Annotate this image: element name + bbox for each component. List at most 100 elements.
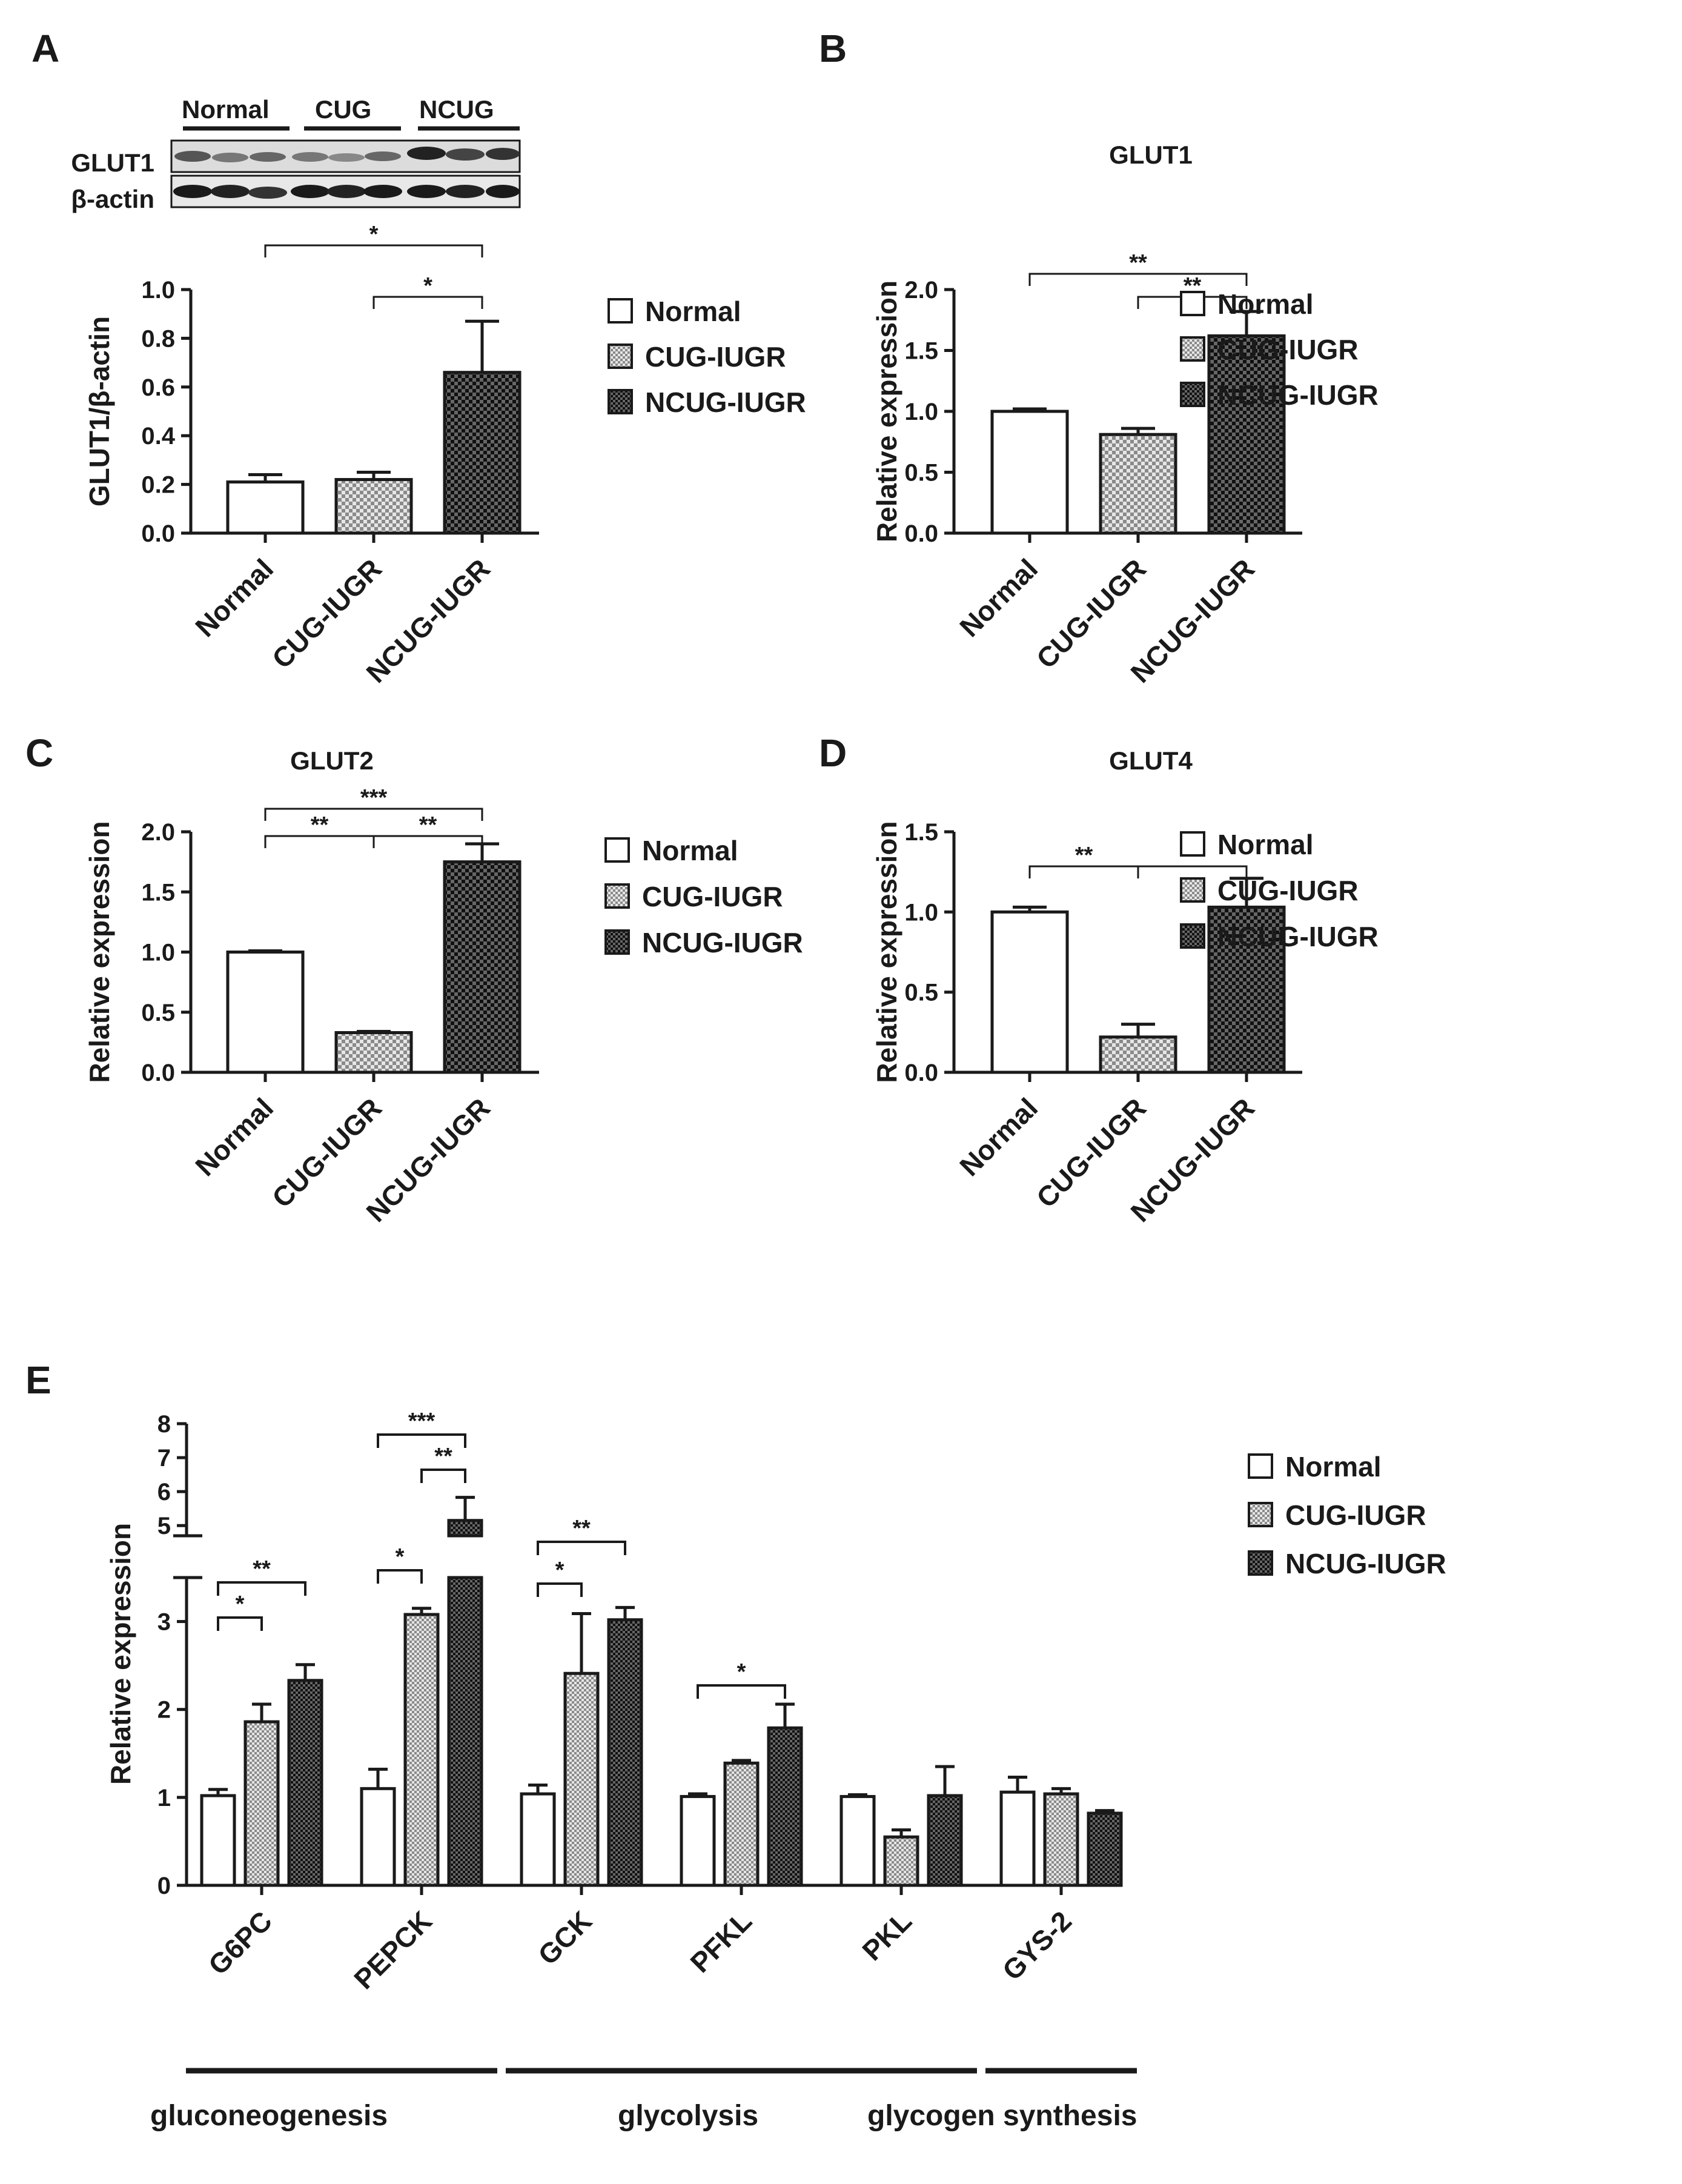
legend-swatch-normal — [608, 298, 633, 324]
y-axis-label: Relative expression — [871, 280, 902, 542]
significance-bracket — [264, 244, 483, 257]
significance-marker: ** — [419, 812, 437, 838]
bar-ncug-iugr — [607, 1618, 643, 1887]
x-tick-label: Normal — [189, 553, 279, 643]
bar-ncug-iugr — [443, 860, 521, 1074]
y-tick-label: 1.5 — [904, 819, 938, 846]
bar-cug-iugr — [1099, 1035, 1177, 1074]
bar-ncug-iugr — [443, 371, 521, 535]
legend-label-ncug-iugr: NCUG-IUGR — [1217, 921, 1379, 952]
y-axis-label: GLUT1/β-actin — [84, 316, 115, 506]
significance-bracket — [372, 296, 483, 309]
bar-ncug-iugr — [1207, 334, 1286, 535]
western-blot: Normal CUG NCUG GLUT1 β-actin — [71, 95, 521, 213]
legend-label-normal: Normal — [1217, 288, 1313, 320]
legend-label-ncug-iugr: NCUG-IUGR — [645, 387, 806, 418]
y-tick-label: 1.0 — [904, 399, 938, 425]
significance-bracket — [264, 808, 483, 821]
significance-marker: * — [369, 222, 379, 247]
panel-label-a: A — [31, 27, 59, 70]
significance-marker: * — [396, 1544, 405, 1570]
y-tick-label: 0.0 — [904, 520, 938, 547]
significance-marker: * — [423, 273, 432, 299]
pathway-label: gluconeogenesis — [150, 2100, 388, 2132]
bar-ncug-iugr — [1087, 1811, 1123, 1887]
bar-normal — [839, 1794, 876, 1887]
legend-swatch-normal — [1180, 291, 1205, 316]
significance-bracket — [1137, 865, 1248, 878]
legend-swatch-cug-iugr — [604, 883, 630, 909]
legend-label-cug-iugr: CUG-IUGR — [1217, 334, 1359, 365]
significance-bracket — [1028, 273, 1248, 286]
significance-bracket — [697, 1684, 786, 1699]
significance-bracket — [537, 1541, 626, 1555]
panel-label-d: D — [819, 731, 847, 775]
legend-swatch-cug-iugr — [1248, 1502, 1273, 1527]
y-tick-label: 0.5 — [904, 980, 938, 1006]
x-tick-label: Normal — [189, 1092, 279, 1182]
y-tick-label: 2 — [157, 1697, 171, 1724]
significance-marker: *** — [360, 785, 388, 811]
bar-ncug-iugr — [927, 1794, 963, 1887]
y-tick-label: 0.5 — [141, 1000, 175, 1026]
x-tick-label: GCK — [532, 1905, 598, 1971]
bar-cug-iugr — [334, 1031, 413, 1074]
significance-marker: * — [737, 1659, 746, 1685]
y-tick-label: 2.0 — [904, 277, 938, 304]
panel-label-e: E — [25, 1358, 51, 1402]
legend-swatch-normal — [1248, 1453, 1273, 1479]
chart-title: GLUT1 — [1109, 141, 1193, 169]
significance-marker: ** — [434, 1444, 452, 1469]
legend-label-normal: Normal — [1217, 829, 1313, 860]
bar-cug-iugr — [563, 1671, 600, 1887]
bar-cug-iugr — [1043, 1792, 1079, 1887]
bar-ncug-iugr — [447, 1576, 483, 1887]
y-tick-label: 1 — [157, 1785, 171, 1811]
bar-normal — [200, 1794, 236, 1887]
x-tick-label: PFKL — [684, 1905, 758, 1979]
legend-swatch-ncug-iugr — [1248, 1550, 1273, 1576]
y-tick-label: 0.6 — [141, 374, 175, 401]
x-tick-label: G6PC — [202, 1905, 278, 1980]
y-tick-label: 6 — [157, 1479, 171, 1505]
blot-bands — [173, 147, 520, 199]
legend-label-cug-iugr: CUG-IUGR — [1217, 875, 1359, 906]
blot-group-label: Normal — [182, 95, 270, 124]
chart-panel-c: GLUT2 0.0 0.5 1.0 1.5 2.0 Relative expression N… — [84, 746, 803, 1228]
legend-swatch-cug-iugr — [1180, 336, 1205, 362]
legend-label-ncug-iugr: NCUG-IUGR — [1285, 1548, 1446, 1579]
legend-swatch-cug-iugr — [1180, 877, 1205, 903]
y-tick-label: 0.0 — [904, 1060, 938, 1086]
blot-group-label: CUG — [315, 95, 371, 124]
blot-row-label: GLUT1 — [71, 148, 154, 177]
legend-swatch-ncug-iugr — [1180, 923, 1205, 949]
panel-label-b: B — [819, 27, 847, 70]
legend-label-cug-iugr: CUG-IUGR — [1285, 1499, 1426, 1531]
significance-bracket — [1028, 865, 1139, 878]
bar-normal — [360, 1787, 396, 1887]
legend-label-cug-iugr: CUG-IUGR — [642, 881, 783, 912]
significance-bracket — [377, 1569, 423, 1584]
y-tick-label: 3 — [157, 1609, 171, 1636]
legend-label-normal: Normal — [1285, 1451, 1381, 1482]
y-tick-label: 0.0 — [141, 520, 175, 547]
y-tick-label: 0.8 — [141, 325, 175, 352]
significance-marker: * — [236, 1592, 245, 1617]
bar-cug-iugr — [403, 1613, 440, 1887]
y-tick-label: 1.5 — [141, 879, 175, 906]
y-tick-label: 1.0 — [141, 940, 175, 966]
legend-swatch-normal — [604, 837, 630, 863]
bar-normal — [999, 1790, 1036, 1887]
bar-normal — [226, 480, 305, 535]
chart-panel-e: 0 1 2 3 5 6 7 8 Relative expression G6PC PEPCK GCK P… — [105, 1409, 1446, 2132]
pathway-label: glycogen synthesis — [867, 2100, 1137, 2132]
legend-label-normal: Normal — [645, 296, 741, 327]
legend-label-cug-iugr: CUG-IUGR — [645, 341, 786, 373]
legend-swatch-normal — [1180, 831, 1205, 857]
chart-title: GLUT2 — [290, 746, 374, 775]
bar-ncug-iugr-upper — [447, 1519, 483, 1538]
bar-cug-iugr — [243, 1720, 280, 1887]
